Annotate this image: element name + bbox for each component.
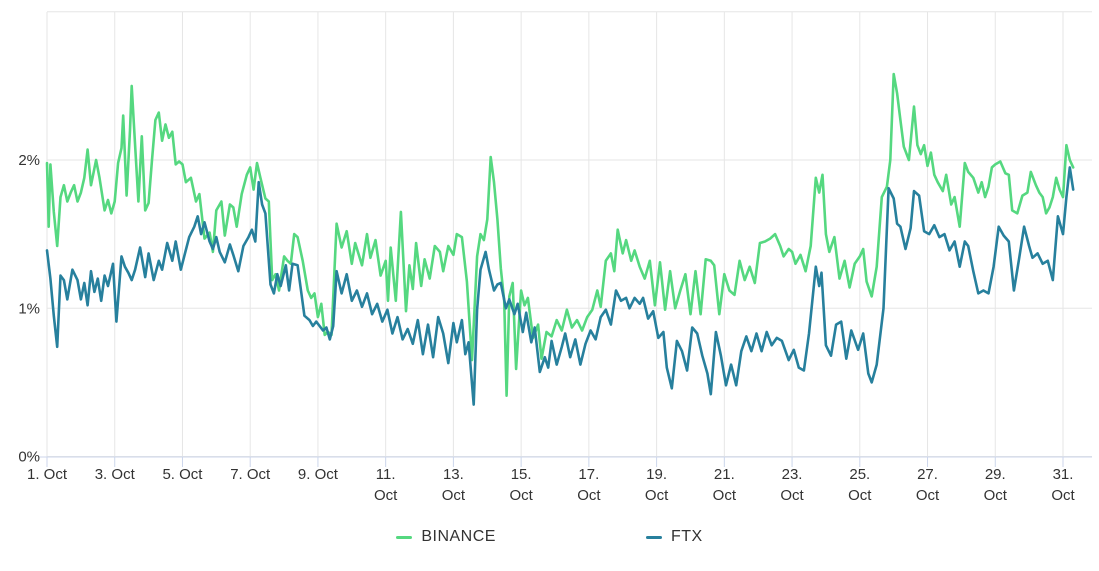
binance-line-swatch-icon — [396, 535, 413, 539]
funding-rate-chart: 0% 1% 2% 1. Oct 3. Oct 5. Oct 7. Oct 9. Oct 11. O… — [18, 11, 1092, 504]
y-axis-label: 2% — [18, 152, 40, 169]
x-axis-label: 21. Oct — [713, 466, 737, 504]
x-axis-label: 19. Oct — [645, 466, 669, 504]
legend-label-ftx: FTX — [670, 528, 703, 545]
x-axis-label: 31. Oct — [1051, 466, 1075, 504]
y-axis-label: 0% — [18, 449, 40, 466]
legend-item-ftx[interactable]: FTX — [645, 528, 703, 546]
x-axis-label: 27. Oct — [916, 466, 940, 504]
x-axis-label: 25. Oct — [848, 466, 872, 504]
x-axis-label: 23. Oct — [780, 466, 804, 504]
chart-plot-area: 0% 1% 2% 1. Oct 3. Oct 5. Oct 7. Oct 9. Oct 11. O… — [18, 11, 1092, 504]
x-axis-label: 15. Oct — [509, 466, 533, 504]
ftx-series-line — [45, 166, 1075, 406]
x-axis-label: 5. Oct — [162, 466, 203, 483]
x-axis-label: 13. Oct — [442, 466, 466, 504]
y-axis-label: 1% — [18, 300, 40, 317]
x-axis-label: 17. Oct — [577, 466, 601, 504]
binance-series-line — [45, 72, 1075, 397]
legend-item-binance[interactable]: BINANCE — [396, 528, 496, 546]
ftx-line-swatch-icon — [645, 535, 662, 539]
x-axis-label: 7. Oct — [230, 466, 271, 483]
x-axis-label: 29. Oct — [984, 466, 1008, 504]
chart-legend: BINANCE FTX — [0, 528, 1099, 546]
x-axis-label: 11. Oct — [374, 466, 398, 504]
x-axis-label: 9. Oct — [298, 466, 339, 483]
legend-label-binance: BINANCE — [421, 528, 496, 545]
x-axis-label: 1. Oct — [27, 466, 68, 483]
x-axis-label: 3. Oct — [95, 466, 136, 483]
